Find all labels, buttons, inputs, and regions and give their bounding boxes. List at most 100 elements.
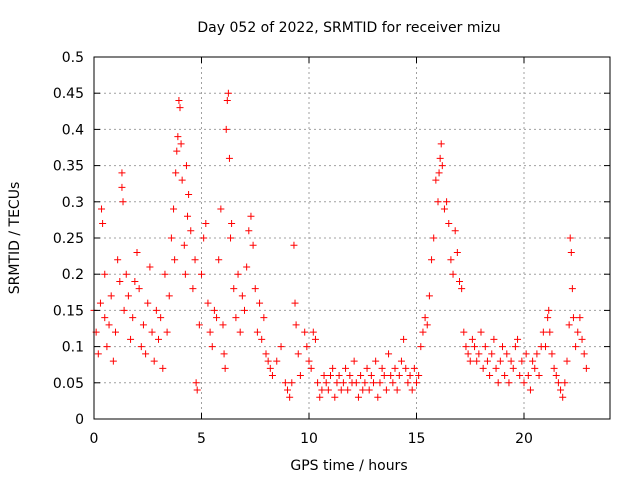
data-point (357, 372, 365, 380)
data-point (496, 357, 504, 365)
data-point (346, 372, 354, 380)
data-point (232, 314, 240, 322)
data-point (277, 343, 285, 351)
data-point (189, 285, 197, 293)
data-point (264, 357, 272, 365)
data-point (291, 299, 299, 307)
data-point (514, 335, 522, 343)
data-point (247, 212, 255, 220)
data-point (434, 198, 442, 206)
data-point (494, 379, 502, 387)
data-point (256, 299, 264, 307)
data-point (518, 357, 526, 365)
chart-title: Day 052 of 2022, SRMTID for receiver miz… (197, 20, 500, 36)
data-point (542, 343, 549, 351)
y-tick-label: 0.25 (53, 231, 84, 247)
data-point (206, 328, 214, 336)
data-point (292, 321, 300, 329)
data-point (535, 372, 543, 380)
data-point (432, 176, 440, 184)
data-point (155, 335, 162, 343)
data-point (557, 386, 565, 394)
data-point (268, 372, 276, 380)
data-point (437, 140, 445, 148)
data-point (479, 364, 487, 372)
x-tick-label: 10 (300, 431, 318, 447)
data-point (578, 335, 586, 343)
data-point (230, 285, 238, 293)
y-tick-label: 0.5 (62, 50, 84, 66)
data-point (582, 364, 590, 372)
data-point (303, 343, 311, 351)
data-point (171, 256, 179, 264)
data-point (258, 335, 266, 343)
data-point (202, 220, 210, 228)
data-point (456, 277, 463, 285)
data-point (320, 372, 328, 380)
data-point (545, 306, 553, 314)
data-point (213, 314, 221, 322)
data-point (307, 364, 315, 372)
y-tick-label: 0.2 (62, 267, 84, 283)
data-point (288, 379, 296, 387)
data-point (316, 393, 324, 401)
data-point (370, 379, 377, 387)
data-point (566, 234, 574, 242)
data-point (451, 227, 459, 235)
data-point (531, 364, 539, 372)
data-point (385, 350, 393, 358)
data-point (382, 386, 390, 394)
x-axis-label: GPS time / hours (290, 458, 407, 474)
data-point (322, 379, 330, 387)
data-point (227, 234, 235, 242)
data-point (192, 379, 200, 387)
data-point (561, 379, 569, 387)
x-tick-label: 5 (197, 431, 206, 447)
data-point (159, 364, 167, 372)
data-point (236, 328, 244, 336)
data-point (241, 306, 248, 314)
data-point (210, 306, 218, 314)
data-point (342, 364, 350, 372)
data-point (580, 350, 588, 358)
data-point (380, 372, 388, 380)
data-point (220, 350, 228, 358)
data-point (311, 335, 319, 343)
data-point (163, 328, 171, 336)
data-point (413, 379, 420, 387)
data-point (550, 364, 558, 372)
data-point (118, 169, 126, 177)
data-point (359, 386, 367, 394)
data-point (376, 379, 384, 387)
data-point (367, 372, 375, 380)
data-point (544, 314, 552, 322)
y-tick-label: 0.35 (53, 159, 84, 175)
data-point (397, 357, 405, 365)
data-point (146, 263, 154, 271)
data-point (327, 372, 334, 380)
data-point (152, 306, 160, 314)
x-tick-label: 15 (408, 431, 426, 447)
data-point (374, 393, 382, 401)
data-point (118, 183, 126, 191)
data-point (443, 198, 451, 206)
data-point (193, 386, 201, 394)
data-points (90, 89, 590, 401)
data-point (509, 364, 517, 372)
data-point (191, 256, 199, 264)
data-point (99, 220, 107, 228)
data-point (507, 357, 515, 365)
data-point (490, 335, 498, 343)
data-point (567, 248, 575, 256)
data-point (284, 386, 291, 394)
data-point (101, 314, 109, 322)
data-point (148, 328, 156, 336)
data-point (170, 205, 178, 213)
data-point (503, 350, 511, 358)
data-point (522, 350, 530, 358)
data-point (101, 270, 109, 278)
data-point (174, 133, 182, 141)
data-point (335, 372, 343, 380)
data-point (204, 299, 212, 307)
